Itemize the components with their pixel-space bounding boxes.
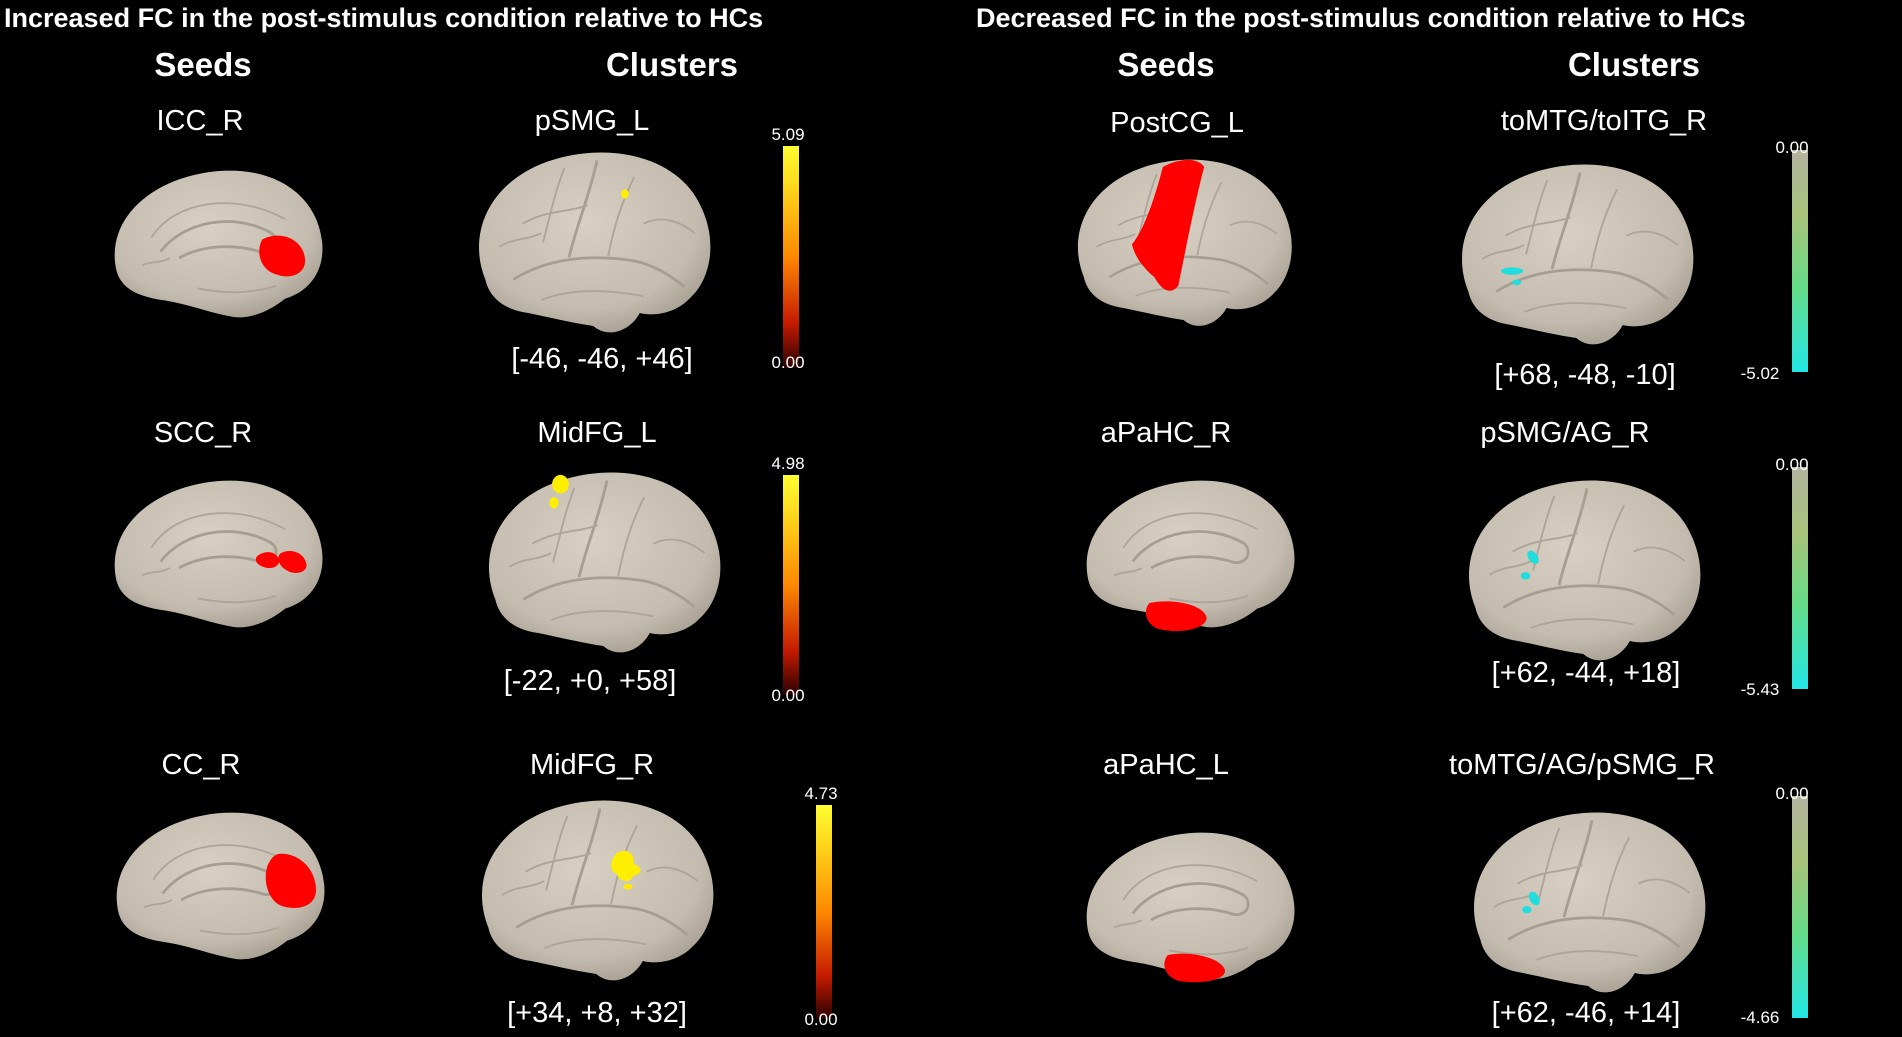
colorbar-min-label: -4.66 [1740,1008,1780,1027]
seed-label: CC_R [161,749,241,781]
right-panel-title: Decreased FC in the post-stimulus condit… [976,3,1746,33]
colorbar [816,805,832,1019]
seed-label: aPaHC_L [1103,749,1229,781]
cluster-label: MidFG_R [529,749,655,781]
colorbar-max-label: 0.00 [1775,138,1809,157]
seed-brain-medial [113,169,324,319]
cluster-label: pSMG_L [534,105,650,137]
seed-region [1164,953,1226,983]
seed-label: aPaHC_R [1100,417,1232,449]
cluster-region [549,497,559,509]
seed-region [259,235,306,277]
colorbar-min-label: -5.02 [1740,364,1780,383]
seed-brain-lateral [1076,158,1294,328]
seed-region [278,551,307,573]
cluster-region [1512,279,1522,286]
cluster-region [611,850,641,881]
cluster-region [1500,267,1524,275]
seed-region [255,552,280,569]
cluster-brain-lateral [1472,811,1707,994]
colorbar-min-label: 0.00 [804,1010,838,1029]
cluster-region [623,883,633,890]
colorbar [783,475,799,695]
right-seeds-header: Seeds [1117,46,1215,83]
colorbar-max-label: 0.00 [1775,455,1809,474]
cluster-region [1527,550,1539,564]
colorbar-max-label: 4.73 [804,784,838,803]
seed-brain-medial [1085,479,1296,632]
colorbar [783,146,799,368]
seed-label: PostCG_L [1110,107,1244,139]
seed-label: SCC_R [153,417,253,449]
cluster-region [1520,572,1531,580]
cluster-region [1522,906,1532,914]
seed-region [1131,159,1205,291]
cluster-label: toMTG/toITG_R [1500,105,1708,137]
cluster-label: toMTG/AG/pSMG_R [1449,749,1715,781]
seed-brain-medial [115,811,326,961]
cluster-brain-lateral [487,471,722,654]
colorbar-min-label: -5.43 [1740,680,1780,699]
cluster-coordinate: [+68, -48, -10] [1494,359,1676,391]
seed-brain-medial [1085,831,1296,983]
cluster-region [621,189,629,199]
cluster-label: MidFG_L [537,417,657,449]
colorbar [1792,150,1808,372]
cluster-coordinate: [+62, -46, +14] [1491,997,1681,1029]
cluster-coordinate: [-46, -46, +46] [511,343,693,375]
cluster-coordinate: [+62, -44, +18] [1491,657,1681,689]
colorbar [1792,467,1808,689]
left-seeds-header: Seeds [154,46,252,83]
right-clusters-header: Clusters [1567,46,1701,83]
cluster-brain-lateral [477,151,712,334]
left-clusters-header: Clusters [605,46,739,83]
cluster-coordinate: [-22, +0, +58] [503,665,677,697]
seed-region [1145,601,1207,632]
cluster-label: pSMG/AG_R [1480,417,1650,449]
seed-region [265,853,316,908]
colorbar-max-label: 5.09 [771,125,805,144]
colorbar-min-label: 0.00 [771,686,805,705]
seed-brain-medial [113,479,324,629]
cluster-brain-lateral [480,799,715,982]
colorbar-max-label: 0.00 [1775,784,1809,803]
cluster-brain-lateral [1467,479,1702,662]
left-panel-title: Increased FC in the post-stimulus condit… [4,3,764,33]
colorbar [1792,796,1808,1018]
cluster-region [1528,891,1540,906]
colorbar-max-label: 4.98 [771,454,805,473]
seed-label: ICC_R [156,105,244,137]
cluster-brain-lateral [1460,163,1695,346]
cluster-coordinate: [+34, +8, +32] [507,997,687,1029]
colorbar-min-label: 0.00 [771,353,805,372]
cluster-region [552,474,569,494]
